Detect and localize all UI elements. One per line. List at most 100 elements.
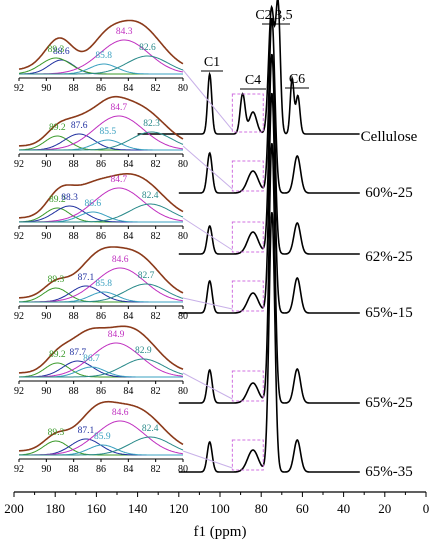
- inset-peak-label: 89.2: [49, 123, 66, 133]
- inset-guide-line: [182, 450, 233, 469]
- inset-component-curve: [19, 440, 183, 456]
- inset-tick-label: 82: [151, 464, 161, 475]
- inset-tick-label: 80: [178, 159, 188, 170]
- inset-tick-label: 82: [151, 83, 161, 94]
- inset-tick-label: 90: [41, 83, 51, 94]
- inset-60-25: 92 90 88 86 84 82 80 89.2 87.6 85.5 84.7 82.3: [14, 95, 233, 190]
- inset-component-curve: [19, 203, 184, 223]
- inset-envelope-curve: [18, 95, 184, 147]
- inset-tick-label: 88: [69, 83, 79, 94]
- series-label: 62%-25: [365, 249, 413, 265]
- peak-label-c235-text: C2,3,5: [255, 8, 292, 23]
- x-tick-label: 60: [296, 501, 309, 516]
- inset-tick-label: 84: [123, 311, 133, 322]
- x-tick-label: 140: [128, 501, 148, 516]
- peak-label-c235: C2,3,5: [255, 8, 293, 25]
- inset-component-curve: [19, 135, 183, 151]
- inset-envelope-curve: [19, 246, 184, 299]
- inset-peak-label: 88.6: [53, 47, 70, 57]
- inset-tick-label: 82: [151, 311, 161, 322]
- x-tick-label: 20: [378, 501, 391, 516]
- inset-guide-line: [182, 297, 233, 310]
- inset-tick-label: 86: [96, 386, 106, 397]
- inset-tick-label: 90: [41, 159, 51, 170]
- inset-component-curve: [19, 436, 184, 456]
- inset-65-25: 92 90 88 86 84 82 80 89.2 87.786.7 84.9 82.9: [14, 325, 233, 400]
- inset-peak-label: 86.6: [84, 199, 101, 209]
- peak-label-c6: C6: [285, 72, 309, 89]
- inset-tick-label: 88: [69, 464, 79, 475]
- inset-guide-line: [182, 217, 233, 251]
- inset-peak-label: 82.4: [142, 424, 159, 434]
- inset-peak-label: 87.1: [78, 273, 95, 283]
- c4-region-box: [231, 93, 264, 133]
- inset-peak-label: 82.7: [138, 271, 155, 281]
- peak-label-c4-text: C4: [245, 73, 261, 88]
- inset-component-curve: [19, 283, 184, 303]
- x-tick-label: 180: [45, 501, 65, 516]
- inset-tick-label: 86: [96, 83, 106, 94]
- inset-peak-label: 88.3: [61, 193, 78, 203]
- inset-tick-label: 92: [14, 386, 24, 397]
- inset-peak-label: 89.2: [49, 195, 66, 205]
- inset-tick-label: 84: [123, 386, 133, 397]
- series-label: 65%-35: [365, 464, 413, 480]
- inset-tick-label: 86: [96, 159, 106, 170]
- spectrum-line: [178, 53, 360, 255]
- inset-guide-line: [182, 372, 233, 400]
- inset-component-curve: [19, 358, 184, 378]
- inset-peak-label: 84.9: [108, 330, 125, 340]
- inset-peak-label: 89.3: [48, 275, 65, 285]
- x-axis-ticks: 200 180 160 140 120 100 80 60 40 20 0: [4, 492, 429, 516]
- inset-peak-label: 87.1: [78, 426, 95, 436]
- x-tick-label: 200: [4, 501, 24, 516]
- inset-tick-label: 90: [41, 464, 51, 475]
- inset-peak-label: 82.9: [135, 346, 152, 356]
- x-tick-label: 80: [255, 501, 268, 516]
- inset-tick-label: 92: [14, 464, 24, 475]
- inset-tick-label: 88: [69, 159, 79, 170]
- inset-envelope-curve: [19, 400, 184, 452]
- inset-tick-label: 80: [178, 386, 188, 397]
- x-tick-label: 100: [210, 501, 230, 516]
- spectrum-65-35: 65%-35: [178, 212, 413, 480]
- spectrum-65-25: 65%-25: [178, 143, 413, 411]
- series-label: 60%-25: [365, 185, 413, 201]
- inset-tick-label: 86: [96, 231, 106, 242]
- x-tick-label: 40: [337, 501, 350, 516]
- inset-component-curve: [19, 55, 184, 75]
- spectrum-62-25: 62%-25: [178, 53, 413, 265]
- inset-peak-label: 84.6: [112, 408, 129, 418]
- inset-peak-label: 89.3: [48, 45, 65, 55]
- inset-65-15: 92 90 88 86 84 82 80 89.3 87.185.8 84.6 82.7: [14, 246, 233, 322]
- inset-tick-label: 84: [123, 464, 133, 475]
- inset-tick-label: 82: [151, 159, 161, 170]
- x-axis-title: f1 (ppm): [194, 524, 247, 540]
- peak-label-c1-text: C1: [204, 55, 220, 70]
- inset-tick-label: 82: [151, 386, 161, 397]
- inset-tick-label: 92: [14, 159, 24, 170]
- inset-peak-label: 84.6: [112, 255, 129, 265]
- inset-peak-label: 84.7: [110, 103, 127, 113]
- c4-region-box: [231, 280, 264, 312]
- spectrum-60-25: 60%-25: [178, 17, 413, 201]
- peak-label-c1: C1: [201, 55, 223, 72]
- inset-tick-label: 80: [178, 231, 188, 242]
- series-label: 65%-25: [365, 395, 413, 411]
- inset-peak-label: 84.3: [116, 27, 133, 37]
- inset-envelope-curve: [19, 173, 184, 219]
- inset-tick-label: 88: [69, 311, 79, 322]
- inset-tick-label: 84: [123, 83, 133, 94]
- inset-guide-line: [182, 69, 233, 131]
- inset-tick-label: 88: [69, 386, 79, 397]
- inset-tick-label: 86: [96, 311, 106, 322]
- inset-component-curve: [19, 139, 183, 151]
- inset-tick-label: 86: [96, 464, 106, 475]
- inset-tick-label: 88: [69, 231, 79, 242]
- peak-label-c4: C4: [240, 73, 266, 90]
- c4-region-box: [231, 160, 264, 192]
- inset-cellulose: 92 90 88 86 84 82 80 88.689.3 85.8 84.3 82.6: [14, 19, 233, 131]
- inset-component-curve: [19, 131, 184, 151]
- inset-peak-label: 85.8: [95, 51, 112, 61]
